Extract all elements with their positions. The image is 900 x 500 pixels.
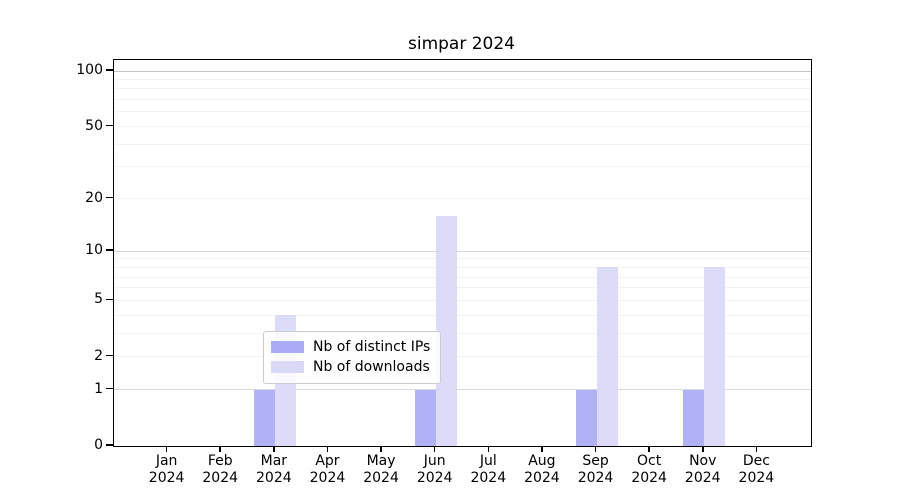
gridline (114, 166, 811, 168)
gridline (114, 266, 811, 268)
x-axis-tick-label: Oct 2024 (631, 453, 667, 486)
x-axis-tick-label: Dec 2024 (738, 453, 775, 486)
bar-distinct-ips (682, 389, 704, 446)
x-axis-tick-mark (487, 446, 490, 452)
legend-row: Nb of downloads (271, 357, 430, 377)
x-axis-tick-label: Mar 2024 (256, 453, 292, 486)
y-axis-tick-mark (106, 444, 113, 446)
y-axis-tick-label: 50 (85, 117, 103, 134)
y-axis-tick-mark (106, 387, 113, 390)
legend-label: Nb of distinct IPs (313, 339, 431, 355)
gridline (114, 99, 811, 101)
gridline (114, 250, 811, 252)
x-axis-tick-label: Sep 2024 (577, 453, 614, 486)
bar-downloads (435, 215, 457, 446)
legend-label: Nb of downloads (313, 359, 430, 375)
y-axis-tick-mark (106, 196, 113, 199)
x-axis-tick-label: Apr 2024 (309, 453, 346, 486)
gridline (114, 299, 811, 301)
y-axis-tick-mark (106, 249, 113, 251)
y-axis-tick-label: 0 (94, 437, 103, 453)
x-axis-tick-label: Feb 2024 (202, 453, 239, 486)
x-axis-tick-label: Jan 2024 (148, 453, 185, 486)
chart-title: simpar 2024 (407, 34, 515, 54)
gridline (114, 332, 811, 334)
bar-distinct-ips (414, 389, 436, 446)
x-axis-tick-mark (755, 446, 758, 452)
gridline (114, 258, 811, 260)
x-axis-tick-mark (702, 446, 704, 452)
bar-downloads (703, 267, 725, 446)
x-axis-tick-label: Aug 2024 (524, 453, 560, 486)
y-axis-tick-label: 5 (94, 291, 103, 308)
gridline (114, 143, 811, 145)
x-axis-tick-mark (594, 446, 597, 452)
gridline (114, 389, 811, 391)
legend-swatch-distinct-ips (271, 341, 304, 353)
y-axis-tick-label: 1 (94, 380, 103, 397)
gridline (114, 276, 811, 278)
gridline (114, 287, 811, 289)
y-axis-tick-mark (106, 69, 113, 71)
y-axis-tick-label: 20 (85, 189, 103, 206)
gridline (114, 198, 811, 200)
legend-row: Nb of distinct IPs (271, 337, 430, 357)
x-axis-tick-mark (273, 446, 275, 452)
x-axis-tick-label: Jul 2024 (470, 453, 507, 486)
gridline (114, 70, 811, 72)
gridline (114, 314, 811, 316)
bar-downloads (596, 267, 618, 446)
gridline (114, 356, 811, 358)
x-axis-tick-label: Nov 2024 (684, 453, 721, 486)
legend: Nb of distinct IPs Nb of downloads (263, 331, 442, 384)
legend-swatch-downloads (271, 361, 304, 373)
x-axis-tick-mark (165, 446, 168, 452)
x-axis-tick-mark (326, 446, 329, 452)
gridline (114, 111, 811, 113)
gridline (114, 78, 811, 80)
x-axis-tick-label: May 2024 (363, 453, 399, 486)
gridline (114, 88, 811, 90)
x-axis-tick-mark (433, 446, 436, 452)
x-axis-tick-mark (648, 446, 650, 452)
plot-area (113, 59, 812, 447)
y-axis-tick-mark (106, 354, 113, 357)
y-axis-tick-mark (106, 124, 113, 127)
y-axis-tick-label: 2 (94, 347, 103, 364)
y-axis-tick-mark (106, 298, 113, 301)
x-axis-tick-label: Jun 2024 (416, 453, 453, 486)
gridline (114, 126, 811, 128)
y-axis-tick-label: 10 (85, 242, 103, 259)
x-axis-tick-mark (380, 446, 382, 452)
y-axis-tick-label: 100 (76, 62, 103, 78)
x-axis-tick-mark (219, 446, 221, 452)
bar-distinct-ips (575, 389, 597, 446)
bar-distinct-ips (253, 389, 275, 446)
x-axis-tick-mark (541, 446, 543, 452)
